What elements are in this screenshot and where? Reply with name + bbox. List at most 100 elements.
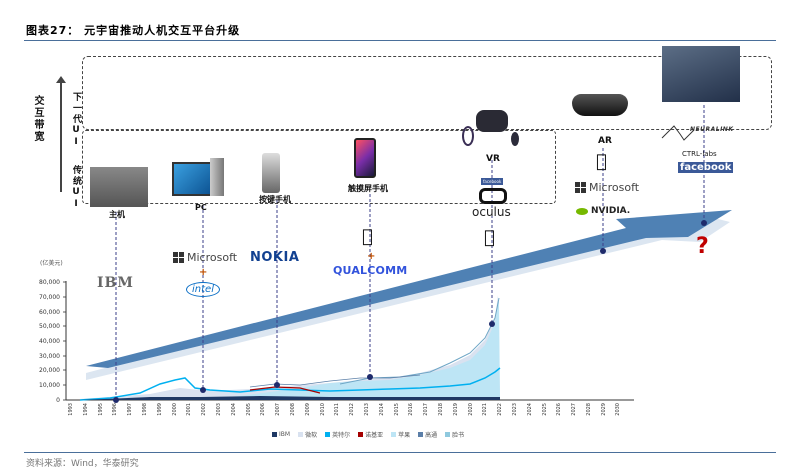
next-gen-ui-box [82,56,772,130]
y-tick: 20,000 [39,367,60,374]
x-axis-labels: 1993 1994 1995 1996 1997 1998 1999 2000 … [68,403,630,416]
x-tick: 2023 [511,403,518,416]
x-tick: 2011 [334,403,341,416]
vr-controller-right-image [511,132,519,146]
legend-label: 高通 [425,432,438,439]
legend-swatch [418,432,424,437]
ar-headset-image [572,94,628,116]
microsoft-text: Microsoft [187,251,238,264]
mainframe-caption: 主机 [109,210,125,219]
legend-item-microsoft: 微软 [298,430,317,439]
y-tick: 70,000 [39,294,60,301]
x-tick: 2022 [497,403,504,416]
x-tick: 1997 [127,403,134,416]
apple-logo-icon:  [362,228,373,246]
x-tick: 1999 [156,403,163,416]
pc-caption: PC [195,203,207,212]
bandwidth-axis-arrow [60,80,62,192]
legend-swatch [298,432,304,437]
y-tick: 60,000 [39,309,60,316]
legend-swatch [272,432,277,437]
legend-swatch [391,432,397,437]
y-tick: 50,000 [39,323,60,330]
x-tick: 2021 [482,403,489,416]
y-tick: 10,000 [39,382,60,389]
x-tick: 2008 [289,403,296,416]
x-tick: 2010 [319,403,326,416]
y-tick: 0 [56,397,60,404]
legend-swatch [325,432,331,437]
x-tick: 2015 [393,403,400,416]
feature-phone-caption: 按键手机 [259,195,291,204]
oculus-mark-icon [479,188,507,204]
nvidia-text: NVIDIA. [591,206,631,216]
y-axis-unit: (亿美元) [40,260,63,267]
y-tick: 40,000 [39,338,60,345]
nokia-logo: NOKIA [250,250,300,265]
x-tick: 2017 [423,403,430,416]
traditional-ui-box [82,130,556,204]
legend-label: 脸书 [452,432,465,439]
x-tick: 2002 [201,403,208,416]
legend-label: 英特尔 [332,432,351,439]
microsoft-grid-icon [173,252,184,263]
interaction-bandwidth-label: 交互带宽 [32,95,43,143]
chart-legend: IBM 微软 英特尔 诺基亚 苹果 高通 脸书 [272,430,464,439]
legend-swatch [445,432,451,437]
apple-logo-icon:  [484,229,495,247]
legend-item-apple: 苹果 [391,430,410,439]
facebook-logo: facebook [678,162,734,173]
growth-arrow [86,210,732,368]
smartphone-image [354,138,376,178]
vr-caption: VR [486,154,500,164]
next-gen-ui-label: 下一代UI [71,92,81,149]
legend-item-qualcomm: 高通 [418,430,437,439]
neuralink-logo: NEURALINK [690,126,734,133]
ibm-logo: IBM [97,275,134,291]
x-tick: 2013 [363,403,370,416]
x-tick: 2004 [230,403,237,416]
legend-item-nokia: 诺基亚 [358,430,383,439]
x-tick: 1993 [68,403,74,416]
x-tick: 2020 [467,403,474,416]
x-tick: 2000 [171,403,178,416]
bci-person-image [662,46,740,102]
plus-icon: + [199,267,208,278]
legend-item-intel: 英特尔 [325,430,350,439]
x-tick: 2024 [526,403,533,416]
y-tick: 80,000 [39,279,60,286]
x-tick: 2025 [541,403,548,416]
mainframe-image [90,167,148,207]
oculus-logo: oculus [472,205,511,219]
vr-headset-image [476,110,508,132]
x-tick: 2027 [571,403,578,416]
nvidia-eye-icon [576,207,588,215]
x-tick: 2028 [585,403,592,416]
x-tick: 1998 [141,403,148,416]
microsoft-logo: Microsoft [575,181,639,194]
x-tick: 1994 [82,403,89,416]
footer-divider [24,452,776,453]
pc-tower-image [210,158,224,196]
facebook-small-logo: facebook [481,178,504,185]
intel-logo: intel [186,282,220,297]
x-tick: 2029 [600,403,607,416]
microsoft-grid-icon [575,182,586,193]
legend-swatch [358,432,364,437]
touchscreen-phone-caption: 触摸屏手机 [348,184,388,193]
title-divider [24,40,776,41]
nvidia-logo: NVIDIA. [576,206,630,216]
x-tick: 2009 [304,403,311,416]
traditional-ui-label: 传统UI [71,165,81,211]
ctrl-labs-logo: CTRL-labs [682,150,717,158]
x-tick: 2001 [186,403,193,416]
x-tick: 1996 [112,403,119,416]
legend-label: 微软 [305,432,318,439]
source-note: 资料来源：Wind，华泰研究 [26,459,139,469]
x-tick: 2012 [349,403,356,416]
legend-item-facebook: 脸书 [445,430,464,439]
microsoft-logo: Microsoft [173,251,237,264]
microsoft-text: Microsoft [589,181,640,194]
x-tick: 1995 [97,403,104,416]
